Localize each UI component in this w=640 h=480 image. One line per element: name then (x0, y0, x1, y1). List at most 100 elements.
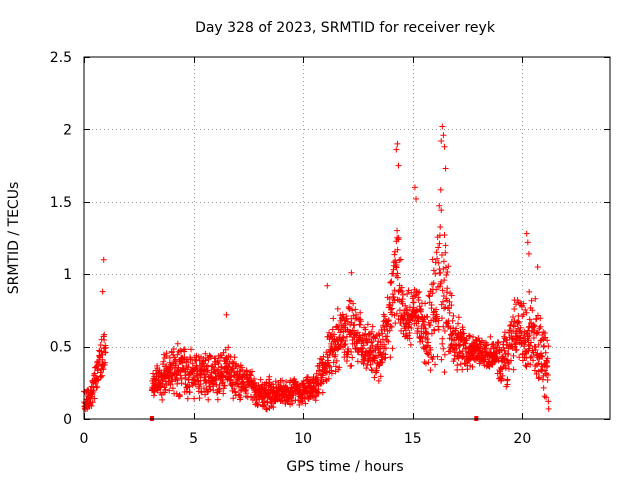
data-point (387, 302, 394, 309)
data-point (99, 372, 106, 379)
data-point (367, 361, 374, 368)
data-point (466, 333, 473, 340)
data-point (544, 362, 551, 369)
data-point (424, 313, 431, 320)
data-point (409, 316, 416, 323)
data-point (349, 307, 356, 314)
data-point (517, 324, 524, 331)
data-point (248, 393, 255, 400)
data-point (525, 327, 532, 334)
data-point (91, 395, 98, 402)
data-point (168, 349, 175, 356)
data-point (438, 137, 445, 144)
plot-frame (83, 56, 611, 420)
data-point (283, 378, 290, 385)
data-point (150, 370, 157, 377)
data-point (216, 385, 223, 392)
data-point (483, 341, 490, 348)
data-point (254, 402, 261, 409)
data-point (174, 340, 181, 347)
data-point (387, 279, 394, 286)
data-point (447, 348, 454, 355)
data-point (530, 335, 537, 342)
data-point (503, 336, 510, 343)
data-point (342, 341, 349, 348)
data-point (379, 336, 386, 343)
data-point (403, 306, 410, 313)
data-point (375, 352, 382, 359)
data-point (543, 394, 550, 401)
data-point (459, 353, 466, 360)
data-point (191, 395, 198, 402)
y-tick-label: 1.5 (50, 195, 72, 211)
grid-lines (84, 57, 610, 419)
chart-title: Day 328 of 2023, SRMTID for receiver rey… (195, 20, 496, 36)
data-point (396, 257, 403, 264)
data-point (501, 347, 508, 354)
data-point (294, 381, 301, 388)
data-point (448, 292, 455, 299)
data-point (414, 314, 421, 321)
data-point (387, 354, 394, 361)
data-point (385, 317, 392, 324)
data-point (336, 364, 343, 371)
data-point (538, 366, 545, 373)
data-point (440, 258, 447, 265)
data-point (324, 282, 331, 289)
data-point (326, 363, 333, 370)
data-point (537, 323, 544, 330)
data-point (332, 363, 339, 370)
data-point (178, 375, 185, 382)
data-point (508, 332, 515, 339)
data-point (330, 315, 337, 322)
data-point (439, 123, 446, 130)
data-point (520, 300, 527, 307)
data-point (160, 351, 167, 358)
data-point (475, 335, 482, 342)
data-point (459, 366, 466, 373)
x-tick-label: 15 (404, 431, 422, 447)
data-point (438, 315, 445, 322)
data-point (202, 371, 209, 378)
data-point (266, 373, 273, 380)
data-point (204, 367, 211, 374)
data-point (515, 318, 522, 325)
data-point (542, 349, 549, 356)
data-point (255, 401, 262, 408)
data-point (414, 325, 421, 332)
data-point (220, 390, 227, 397)
data-point (408, 324, 415, 331)
data-point (516, 354, 523, 361)
data-point (225, 363, 232, 370)
data-point (413, 195, 420, 202)
data-point (161, 389, 168, 396)
data-point (357, 309, 364, 316)
data-point (159, 378, 166, 385)
data-point (368, 339, 375, 346)
data-point (354, 358, 361, 365)
data-point (525, 250, 532, 257)
data-point (360, 342, 367, 349)
data-point (332, 351, 339, 358)
data-point (302, 400, 309, 407)
data-point (325, 375, 332, 382)
data-point (457, 341, 464, 348)
data-point (206, 353, 213, 360)
data-point (512, 341, 519, 348)
data-point (433, 249, 440, 256)
data-point (337, 329, 344, 336)
data-point (249, 368, 256, 375)
data-point (369, 342, 376, 349)
data-point (429, 256, 436, 263)
data-point (439, 340, 446, 347)
data-point (518, 303, 525, 310)
data-point (440, 265, 447, 272)
data-point (322, 376, 329, 383)
data-point (436, 240, 443, 247)
data-point (434, 255, 441, 262)
data-point (438, 252, 445, 259)
data-point (311, 393, 318, 400)
data-point (350, 312, 357, 319)
data-point (513, 346, 520, 353)
data-point (445, 263, 452, 270)
